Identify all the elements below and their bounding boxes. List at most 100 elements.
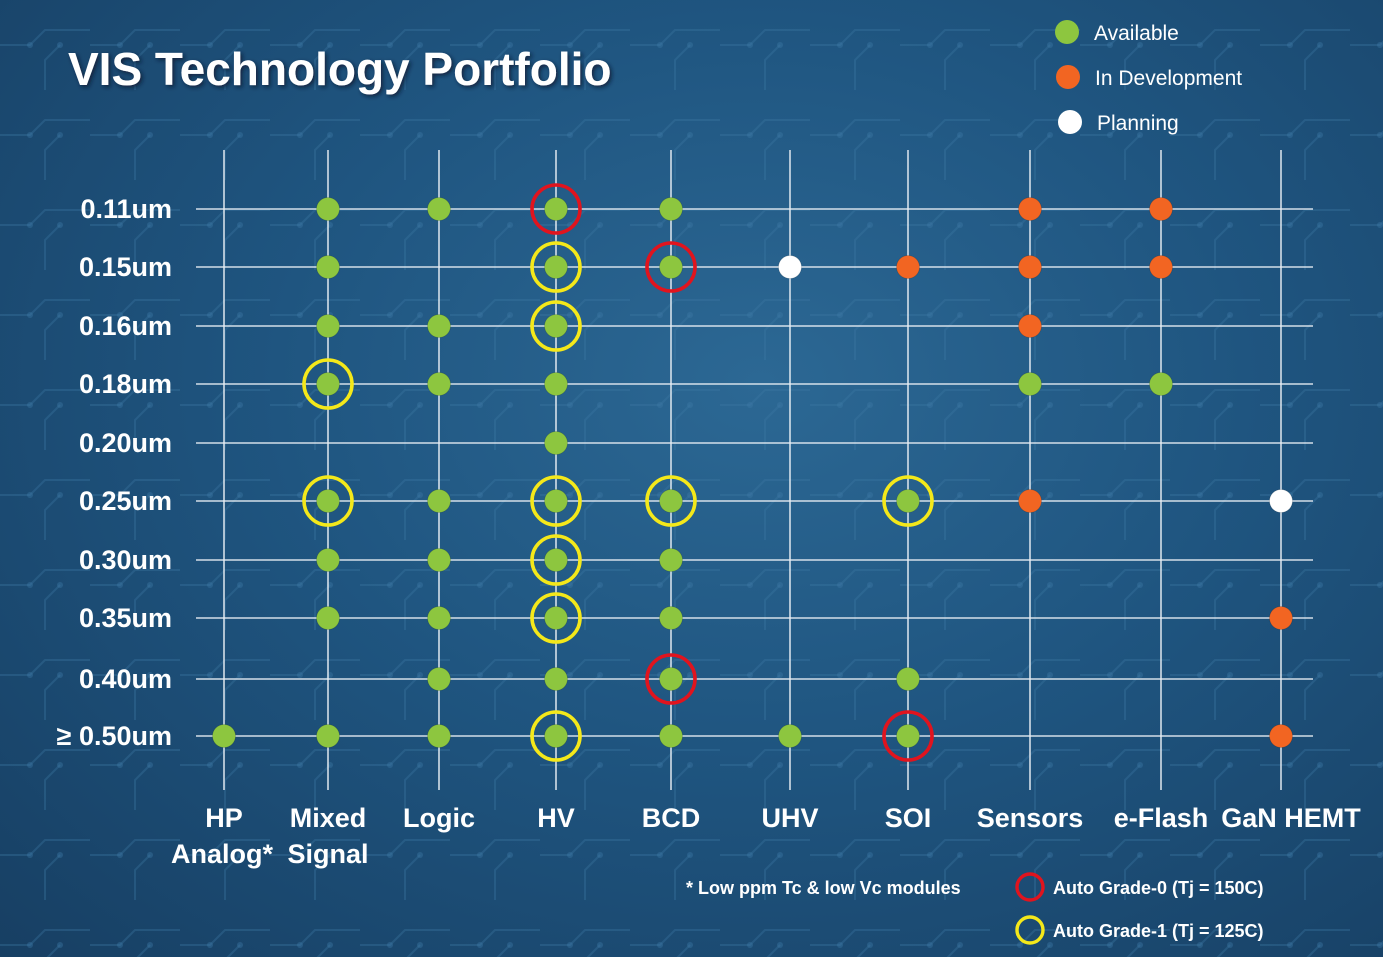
ring-hv-0-30um bbox=[530, 534, 582, 586]
dot-soi-0-40um bbox=[896, 667, 920, 691]
tech-label-bcd-line-1: BCD bbox=[642, 803, 701, 833]
ring-soi-0-50um bbox=[882, 710, 934, 762]
dot-sensors-0-16um bbox=[1018, 314, 1042, 338]
dot-mixed-signal-0-18um bbox=[316, 372, 340, 396]
dot-mixed-signal-0-15um bbox=[316, 255, 340, 279]
dot-mixed-signal-0-25um bbox=[316, 489, 340, 513]
footnote: * Low ppm Tc & low Vc modules bbox=[686, 878, 961, 898]
dot-hv-0-25um bbox=[544, 489, 568, 513]
status-legend: Available In Development Planning bbox=[1055, 20, 1242, 135]
dot-soi-0-50um bbox=[896, 724, 920, 748]
dot-bcd-0-11um bbox=[659, 197, 683, 221]
ring-bcd-0-15um bbox=[645, 241, 697, 293]
ring-hv-0-50um bbox=[530, 710, 582, 762]
legend-dot-planning bbox=[1058, 110, 1082, 134]
dot-logic-0-16um bbox=[427, 314, 451, 338]
dot-hv-0-40um bbox=[544, 667, 568, 691]
legend-label-development: In Development bbox=[1095, 67, 1242, 90]
dot-sensors-0-11um bbox=[1018, 197, 1042, 221]
ring-mixed-signal-0-18um bbox=[302, 358, 354, 410]
node-label-0-15um: 0.15um bbox=[79, 252, 172, 282]
tech-label-hv-line-1: HV bbox=[537, 803, 575, 833]
chart-title: VIS Technology Portfolio bbox=[68, 43, 612, 95]
technology-labels: HP Analog* Mixed Signal Logic HV BCD UHV SOI Sens… bbox=[171, 803, 1361, 869]
dot-bcd-0-40um bbox=[659, 667, 683, 691]
dot-hv-0-30um bbox=[544, 548, 568, 572]
dot-hv-0-15um bbox=[544, 255, 568, 279]
ring-hv-0-11um bbox=[530, 183, 582, 235]
dot-logic-0-18um bbox=[427, 372, 451, 396]
dot-bcd-0-25um bbox=[659, 489, 683, 513]
ring-soi-0-25um bbox=[882, 475, 934, 527]
dot-soi-0-25um bbox=[896, 489, 920, 513]
dot-logic-0-11um bbox=[427, 197, 451, 221]
dot-hp-analog-0-50um bbox=[212, 724, 236, 748]
ring-legend: Auto Grade-0 (Tj = 150C) Auto Grade-1 (Tj… bbox=[1015, 872, 1264, 945]
dot-soi-0-15um bbox=[896, 255, 920, 279]
dot-bcd-0-35um bbox=[659, 606, 683, 630]
node-label-0-16um: 0.16um bbox=[79, 311, 172, 341]
node-label-0-30um: 0.30um bbox=[79, 545, 172, 575]
node-label-0-25um: 0.25um bbox=[79, 486, 172, 516]
dot-sensors-0-15um bbox=[1018, 255, 1042, 279]
tech-label-hp-analog-line-1: HP bbox=[205, 803, 243, 833]
dot-mixed-signal-0-30um bbox=[316, 548, 340, 572]
dot-gan-hemt-0-50um bbox=[1269, 724, 1293, 748]
tech-label-soi-line-1: SOI bbox=[885, 803, 932, 833]
node-label-0-50um: ≥ 0.50um bbox=[57, 721, 172, 751]
tech-label-logic-line-1: Logic bbox=[403, 803, 475, 833]
dot-gan-hemt-0-35um bbox=[1269, 606, 1293, 630]
ring-legend-icon-grade0 bbox=[1015, 872, 1045, 902]
dot-mixed-signal-0-50um bbox=[316, 724, 340, 748]
dot-sensors-0-18um bbox=[1018, 372, 1042, 396]
dot-uhv-0-15um bbox=[778, 255, 802, 279]
dot-hv-0-35um bbox=[544, 606, 568, 630]
dot-hv-0-16um bbox=[544, 314, 568, 338]
tech-label-hp-analog-line-2: Analog* bbox=[171, 839, 273, 869]
tech-label-e-flash-line-1: e-Flash bbox=[1114, 803, 1209, 833]
data-points bbox=[212, 183, 1293, 762]
node-label-0-11um: 0.11um bbox=[80, 194, 172, 224]
dot-e-flash-0-11um bbox=[1149, 197, 1173, 221]
legend-dot-development bbox=[1056, 65, 1080, 89]
dot-mixed-signal-0-11um bbox=[316, 197, 340, 221]
dot-e-flash-0-15um bbox=[1149, 255, 1173, 279]
dot-bcd-0-15um bbox=[659, 255, 683, 279]
ring-bcd-0-25um bbox=[645, 475, 697, 527]
node-labels: 0.11um 0.15um 0.16um 0.18um 0.20um 0.25um 0.30… bbox=[57, 194, 172, 751]
dot-uhv-0-50um bbox=[778, 724, 802, 748]
tech-label-mixed-signal-line-1: Mixed bbox=[290, 803, 367, 833]
dot-bcd-0-30um bbox=[659, 548, 683, 572]
legend-label-available: Available bbox=[1094, 22, 1179, 45]
ring-legend-icon-grade1 bbox=[1015, 915, 1045, 945]
ring-bcd-0-40um bbox=[645, 653, 697, 705]
dot-hv-0-11um bbox=[544, 197, 568, 221]
dot-hv-0-50um bbox=[544, 724, 568, 748]
tech-label-uhv-line-1: UHV bbox=[761, 803, 818, 833]
node-label-0-35um: 0.35um bbox=[79, 603, 172, 633]
dot-logic-0-40um bbox=[427, 667, 451, 691]
ring-legend-label-grade1: Auto Grade-1 (Tj = 125C) bbox=[1053, 921, 1264, 941]
ring-mixed-signal-0-25um bbox=[302, 475, 354, 527]
legend-label-planning: Planning bbox=[1097, 112, 1179, 135]
dot-logic-0-35um bbox=[427, 606, 451, 630]
dot-logic-0-50um bbox=[427, 724, 451, 748]
ring-hv-0-16um bbox=[530, 300, 582, 352]
ring-hv-0-25um bbox=[530, 475, 582, 527]
ring-legend-label-grade0: Auto Grade-0 (Tj = 150C) bbox=[1053, 878, 1264, 898]
node-label-0-18um: 0.18um bbox=[79, 369, 172, 399]
dot-logic-0-30um bbox=[427, 548, 451, 572]
dot-mixed-signal-0-35um bbox=[316, 606, 340, 630]
ring-hv-0-35um bbox=[530, 592, 582, 644]
dot-hv-0-20um bbox=[544, 431, 568, 455]
tech-label-gan-hemt-line-1: GaN HEMT bbox=[1221, 803, 1361, 833]
ring-hv-0-15um bbox=[530, 241, 582, 293]
dot-logic-0-25um bbox=[427, 489, 451, 513]
dot-bcd-0-50um bbox=[659, 724, 683, 748]
legend-dot-available bbox=[1055, 20, 1079, 44]
dot-hv-0-18um bbox=[544, 372, 568, 396]
node-label-0-40um: 0.40um bbox=[79, 664, 172, 694]
